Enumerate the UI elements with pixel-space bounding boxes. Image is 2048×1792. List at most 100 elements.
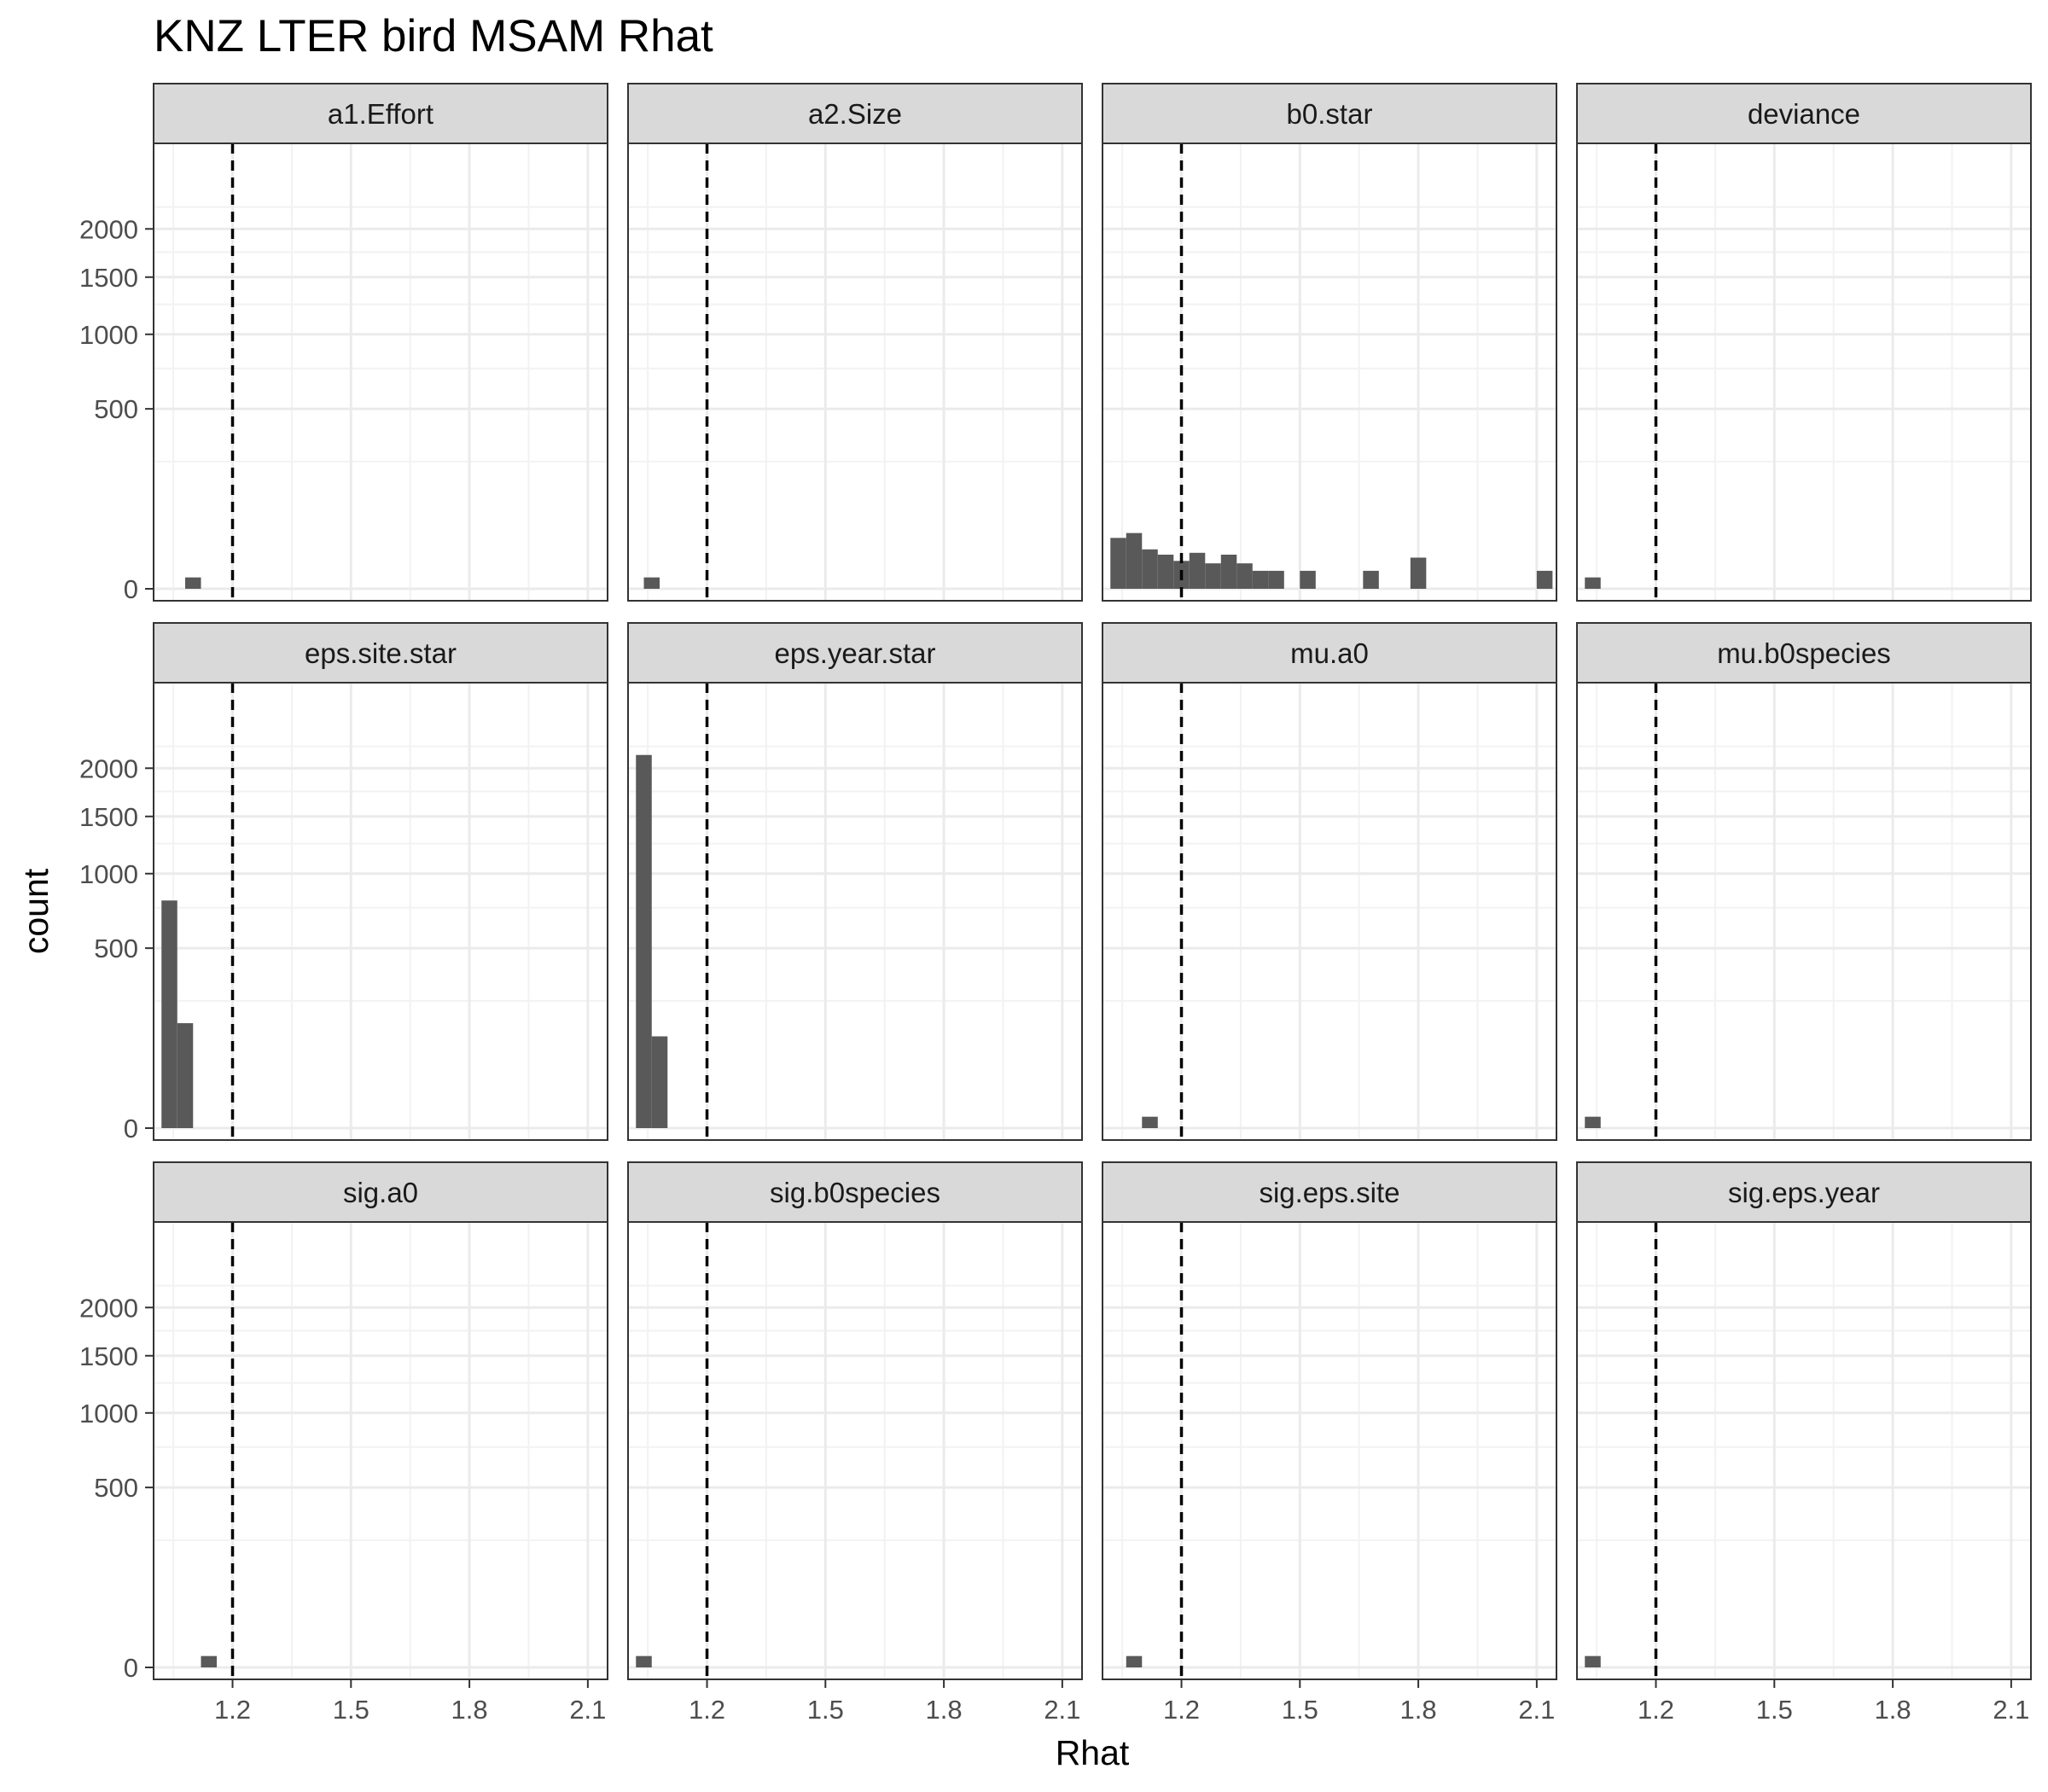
x-tick-label: 1.2 [689, 1695, 725, 1725]
y-tick-label: 0 [124, 1653, 138, 1683]
x-tick-label: 1.8 [926, 1695, 963, 1725]
facet-panel: mu.b0species [1576, 622, 2032, 1141]
panel-background [1103, 683, 1556, 1140]
y-tick-label: 500 [94, 394, 138, 424]
histogram-bar [1585, 577, 1601, 589]
panel-background [154, 683, 608, 1140]
histogram-bar [1236, 563, 1253, 589]
panel-background [154, 143, 608, 601]
y-tick-label: 2000 [79, 753, 138, 783]
facet-panel: eps.year.star [627, 622, 1083, 1141]
x-tick-label: 1.5 [333, 1695, 369, 1725]
histogram-bar [1126, 1655, 1143, 1667]
histogram-bar [1157, 554, 1174, 589]
facet-strip-label: sig.b0species [770, 1177, 940, 1208]
y-tick-label: 0 [124, 1114, 138, 1143]
facet-panel: b0.star [1102, 83, 1557, 602]
panel-background [628, 683, 1082, 1140]
y-tick-label: 1500 [79, 802, 138, 832]
x-tick-label: 1.5 [807, 1695, 844, 1725]
y-tick-label: 500 [94, 1473, 138, 1503]
x-tick-label: 1.2 [1638, 1695, 1674, 1725]
facet-strip-label: a2.Size [808, 98, 902, 130]
y-tick-label: 1000 [79, 320, 138, 350]
panel-background [154, 1222, 608, 1679]
y-tick-label: 500 [94, 934, 138, 963]
facet-strip-label: sig.a0 [343, 1177, 418, 1208]
facet-strip [1576, 83, 2032, 144]
x-tick-label: 2.1 [1518, 1695, 1555, 1725]
histogram-bar [161, 900, 177, 1128]
histogram-bar [643, 577, 660, 589]
facet-strip-label: mu.a0 [1290, 637, 1369, 669]
y-tick-label: 1000 [79, 1399, 138, 1428]
panel-background [1103, 143, 1556, 601]
facet-strip-label: mu.b0species [1717, 637, 1891, 669]
facet-panel: mu.a0 [1102, 622, 1557, 1141]
facet-strip [1576, 1161, 2032, 1223]
histogram-bar [1585, 1116, 1601, 1128]
histogram-bar [1585, 1655, 1601, 1667]
histogram-bar [1142, 1116, 1158, 1128]
histogram-bar [1300, 570, 1316, 589]
histogram-bar [1536, 570, 1553, 589]
facet-panel: sig.eps.site 1.2 1.5 1.8 2.1 [1102, 1161, 1557, 1725]
panel-background [1577, 1222, 2031, 1679]
facet-strip-label: deviance [1748, 98, 1860, 130]
facet-strip [153, 83, 608, 144]
y-axis-title: count [16, 868, 55, 954]
x-axis-title: Rhat [1056, 1733, 1130, 1772]
facet-strip-label: eps.site.star [305, 637, 457, 669]
facet-strip-label: b0.star [1287, 98, 1373, 130]
histogram-bar [1189, 552, 1206, 589]
x-tick-label: 2.1 [1993, 1695, 2029, 1725]
facet-strip-label: sig.eps.site [1259, 1177, 1399, 1208]
panel-background [628, 143, 1082, 601]
histogram-bar [1126, 532, 1143, 589]
facet-panel: a1.Effort 0 500 1000 1500 2000 [79, 83, 608, 604]
facet-strip [627, 83, 1083, 144]
facet-strip-label: eps.year.star [775, 637, 936, 669]
facet-strip [153, 622, 608, 684]
y-tick-label: 1500 [79, 1341, 138, 1371]
facet-strip [1576, 622, 2032, 684]
histogram-bar [177, 1023, 194, 1128]
y-tick-label: 0 [124, 574, 138, 604]
histogram-bar [1220, 554, 1237, 589]
x-tick-label: 1.8 [451, 1695, 488, 1725]
histogram-bar [651, 1036, 668, 1128]
facet-strip-label: a1.Effort [328, 98, 433, 130]
x-tick-label: 2.1 [569, 1695, 606, 1725]
x-tick-label: 1.5 [1756, 1695, 1793, 1725]
facet-strip [1102, 622, 1557, 684]
x-tick-label: 1.2 [1163, 1695, 1200, 1725]
y-tick-label: 1500 [79, 263, 138, 293]
histogram-bar [636, 1655, 652, 1667]
histogram-bar [185, 577, 201, 589]
x-tick-label: 1.2 [214, 1695, 251, 1725]
facet-strip-label: sig.eps.year [1728, 1177, 1880, 1208]
facet-strip [1102, 83, 1557, 144]
panel-background [1577, 683, 2031, 1140]
histogram-bar [1205, 563, 1221, 589]
x-tick-label: 1.8 [1875, 1695, 1911, 1725]
panel-background [1577, 143, 2031, 601]
facet-panel: sig.eps.year 1.2 1.5 1.8 2.1 [1576, 1161, 2032, 1725]
x-tick-label: 2.1 [1044, 1695, 1080, 1725]
x-tick-label: 1.8 [1400, 1695, 1437, 1725]
histogram-bar [1110, 538, 1126, 589]
y-tick-label: 1000 [79, 859, 138, 889]
histogram-bar [1252, 570, 1269, 589]
panel-background [628, 1222, 1082, 1679]
y-tick-label: 2000 [79, 214, 138, 244]
facet-panel: a2.Size [627, 83, 1083, 602]
histogram-bar [1268, 570, 1284, 589]
facet-panel: eps.site.star 0 500 1000 1500 2000 [79, 622, 608, 1143]
histogram-bar [1410, 557, 1427, 589]
facet-panel: sig.a0 0 500 1000 1500 2000 1.2 1.5 1.8 2.1 [79, 1161, 608, 1725]
facet-strip [153, 1161, 608, 1223]
panel-background [1103, 1222, 1556, 1679]
histogram-bar [1142, 549, 1158, 589]
histogram-bar [636, 754, 652, 1128]
